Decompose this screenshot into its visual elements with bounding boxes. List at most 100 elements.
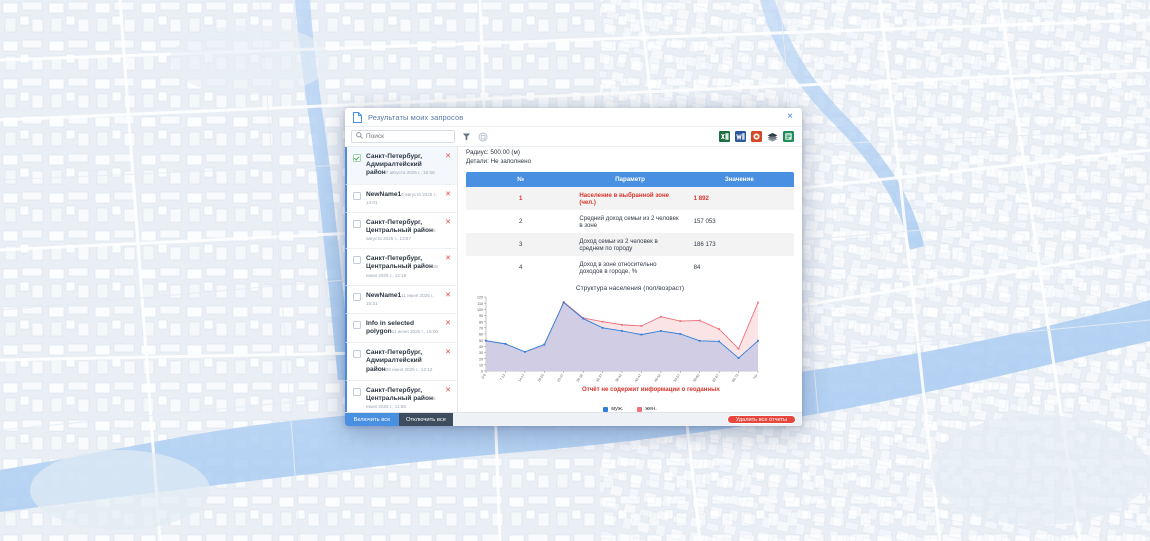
svg-text:23-27: 23-27	[556, 373, 564, 382]
legend-label: муж.	[611, 406, 624, 412]
svg-text:100: 100	[477, 308, 483, 312]
list-item-checkbox[interactable]	[353, 256, 361, 265]
list-item-date: 30 июня 2025 г., 12:18	[366, 264, 439, 278]
my-queries-results-dialog: Результаты моих запросов ×	[345, 108, 802, 426]
delete-item-icon[interactable]: ✕	[445, 153, 451, 160]
svg-text:68-72: 68-72	[731, 373, 739, 382]
export-word-icon[interactable]	[735, 131, 746, 142]
list-item-name: NewName1	[366, 190, 402, 198]
list-item-checkbox[interactable]	[353, 219, 361, 228]
list-item-name: Info in selected polygon	[366, 319, 414, 336]
dialog-title: Результаты моих запросов	[368, 112, 464, 122]
geodata-warning: Отчёт не содержит информации о геоданных	[582, 386, 720, 393]
list-item[interactable]: NewName111 июня 2025 г., 15:21 ✕	[345, 285, 457, 314]
list-item-checkbox[interactable]	[353, 154, 361, 162]
delete-all-reports-button[interactable]: Удалить все отчеты	[726, 415, 796, 424]
chart-legend: муж. жен.	[466, 406, 794, 412]
radius-label: Радиус: 500.00 (м)	[466, 149, 520, 156]
legend-swatch	[603, 406, 609, 412]
chart-title: Структура населения (пол/возраст)	[575, 285, 685, 292]
list-item[interactable]: Санкт-Петербург, Центральный район30 июн…	[345, 249, 457, 286]
svg-text:50: 50	[479, 339, 483, 343]
table-row: 1 Население в выбранной зоне (чел.) 1 892	[466, 187, 794, 210]
export-layers-icon[interactable]	[767, 131, 778, 142]
dialog-titlebar: Результаты моих запросов ×	[345, 108, 802, 127]
report-list[interactable]: Санкт-Петербург, Адмиралтейский район7 а…	[345, 147, 457, 412]
list-item[interactable]: Санкт-Петербург, Адмиралтейский район26 …	[345, 343, 457, 381]
cell-number: 2	[466, 210, 576, 233]
svg-text:20: 20	[479, 357, 483, 361]
filter-funnel-icon[interactable]	[462, 132, 471, 141]
delete-item-icon[interactable]: ✕	[445, 349, 451, 357]
enable-all-button[interactable]: Включить все	[345, 413, 399, 426]
svg-text:70: 70	[479, 326, 483, 330]
svg-text:43-47: 43-47	[634, 373, 642, 382]
cell-number: 3	[466, 233, 576, 256]
svg-text:120: 120	[477, 296, 483, 300]
cell-parameter: Средний доход семьи из 2 человек в зоне	[575, 210, 685, 233]
copy-report-icon[interactable]	[478, 132, 488, 142]
list-item[interactable]: Info in selected polygon11 июня 2025 г.,…	[345, 313, 457, 344]
svg-text:33-37: 33-37	[595, 373, 603, 382]
report-list-pane[interactable]: Санкт-Петербург, Адмиралтейский район7 а…	[345, 147, 458, 412]
svg-text:63-67: 63-67	[712, 373, 720, 382]
cell-parameter: Доход в зоне относительно доходов в горо…	[575, 256, 685, 279]
svg-text:53-57: 53-57	[673, 373, 681, 382]
cell-parameter: Доход семьи из 2 человек в среднем по го…	[575, 233, 685, 256]
svg-text:90: 90	[479, 314, 483, 318]
list-item-date: 5 июня 2025 г., 11:55	[366, 396, 436, 410]
cell-value: 157 053	[684, 210, 794, 233]
park-area	[170, 25, 330, 95]
search-icon	[356, 132, 363, 141]
col-value: Значение	[684, 172, 794, 187]
list-item-checkbox[interactable]	[353, 191, 361, 200]
export-pdf-icon[interactable]	[783, 131, 794, 142]
search-box[interactable]	[351, 130, 455, 143]
list-item-name: NewName1	[366, 291, 402, 299]
list-item-checkbox[interactable]	[353, 350, 361, 359]
svg-text:38-42: 38-42	[615, 373, 623, 382]
list-item[interactable]: Санкт-Петербург, Центральный район6 авгу…	[345, 212, 457, 250]
list-item[interactable]: Санкт-Петербург, Адмиралтейский район7 а…	[345, 147, 457, 185]
dialog-footer: Включить все Отключить все Удалить все о…	[345, 412, 802, 426]
delete-item-icon[interactable]: ✕	[445, 291, 451, 299]
col-parameter: Параметр	[575, 172, 685, 187]
legend-swatch	[637, 406, 643, 412]
list-item[interactable]: NewName16 августа 2025 г., 14:01 ✕	[345, 184, 457, 213]
list-item-checkbox[interactable]	[353, 320, 361, 329]
parameters-table: № Параметр Значение 1 Население в выбранн…	[466, 172, 794, 279]
delete-item-icon[interactable]: ✕	[445, 386, 451, 394]
search-input[interactable]	[366, 133, 450, 140]
legend-label: жен.	[645, 406, 657, 412]
legend-item: муж.	[603, 406, 623, 412]
delete-item-icon[interactable]: ✕	[445, 190, 451, 198]
list-item-date: 7 августа 2025 г., 15:58	[385, 170, 435, 176]
list-item-date: 11 июня 2025 г., 15:00	[391, 329, 438, 335]
delete-item-icon[interactable]: ✕	[445, 255, 451, 263]
cell-number: 4	[466, 256, 576, 279]
list-item-name: Санкт-Петербург, Центральный район	[366, 218, 433, 235]
list-item[interactable]: Санкт-Петербург, Центральный район5 июня…	[345, 380, 457, 412]
disable-all-button[interactable]: Отключить все	[399, 413, 453, 426]
legend-item: жен.	[637, 406, 657, 412]
table-header-row: № Параметр Значение	[466, 172, 794, 187]
svg-text:58-62: 58-62	[692, 373, 700, 382]
table-row: 2 Средний доход семьи из 2 человек в зоне…	[466, 210, 794, 233]
population-chart: Структура населения (пол/возраст) 0 10 20 3…	[466, 285, 794, 412]
svg-text:40: 40	[479, 345, 483, 349]
report-content: Радиус: 500.00 (м) Детали: Не заполнено …	[458, 147, 802, 412]
list-item-checkbox[interactable]	[353, 292, 361, 301]
delete-item-icon[interactable]: ✕	[445, 319, 451, 327]
close-icon[interactable]: ×	[787, 111, 793, 122]
export-excel-icon[interactable]	[719, 131, 730, 142]
svg-text:60: 60	[479, 333, 483, 337]
delete-item-icon[interactable]: ✕	[445, 218, 451, 226]
svg-text:18-22: 18-22	[537, 373, 545, 382]
list-item-checkbox[interactable]	[353, 387, 361, 396]
svg-text:0-6: 0-6	[481, 373, 487, 379]
list-item-date: 6 августа 2025 г., 13:57	[366, 228, 436, 242]
export-powerpoint-icon[interactable]	[751, 131, 762, 142]
list-item-name: Санкт-Петербург, Адмиралтейский район	[366, 153, 423, 177]
svg-text:80: 80	[479, 320, 483, 324]
details-label: Детали: Не заполнено	[466, 158, 532, 165]
